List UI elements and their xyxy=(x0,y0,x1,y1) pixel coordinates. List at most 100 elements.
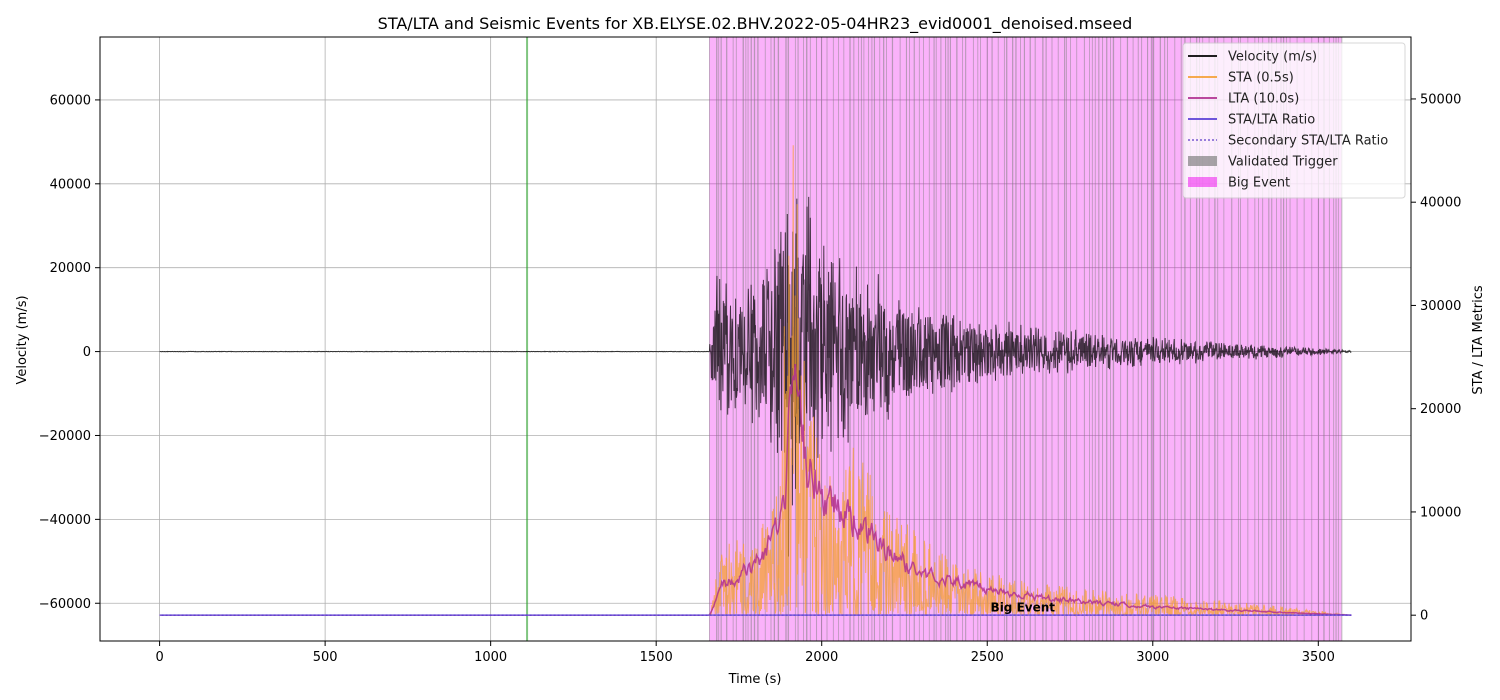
validated-trigger-stripe xyxy=(1042,37,1044,641)
legend-label: STA/LTA Ratio xyxy=(1228,113,1315,128)
validated-trigger-stripe xyxy=(1015,37,1017,641)
validated-trigger-stripe xyxy=(1106,37,1108,641)
validated-trigger-stripe xyxy=(1337,37,1339,641)
validated-trigger-stripe xyxy=(1167,37,1168,641)
big-event-annotation: Big Event xyxy=(991,601,1056,615)
validated-trigger-stripe xyxy=(991,37,993,641)
validated-trigger-stripe xyxy=(1003,37,1005,641)
validated-trigger-stripe xyxy=(1333,37,1335,641)
validated-trigger-stripe xyxy=(1091,37,1093,641)
x-tick-label: 500 xyxy=(313,650,338,665)
legend-label: Validated Trigger xyxy=(1228,155,1338,170)
x-tick-label: 1500 xyxy=(640,650,673,665)
validated-trigger-stripe xyxy=(977,37,979,641)
y-tick-label-left: 60000 xyxy=(50,93,91,108)
y-axis-label-left: Velocity (m/s) xyxy=(15,295,30,384)
legend-label: LTA (10.0s) xyxy=(1228,92,1299,107)
validated-trigger-stripe xyxy=(1258,37,1259,641)
y-tick-label-right: 30000 xyxy=(1420,299,1461,314)
validated-trigger-stripe xyxy=(1051,37,1053,641)
validated-trigger-stripe xyxy=(764,37,766,641)
validated-trigger-stripe xyxy=(1296,37,1298,641)
legend-label: Velocity (m/s) xyxy=(1228,50,1317,65)
y-tick-label-right: 20000 xyxy=(1420,402,1461,417)
validated-trigger-stripe xyxy=(1214,37,1216,641)
legend-label: Big Event xyxy=(1228,176,1290,191)
legend-label: STA (0.5s) xyxy=(1228,71,1294,86)
validated-trigger-stripe xyxy=(1208,37,1210,641)
validated-trigger-stripe xyxy=(1217,37,1219,641)
legend-swatch xyxy=(1188,156,1217,166)
validated-trigger-stripe xyxy=(1271,37,1273,641)
validated-trigger-stripe xyxy=(1328,37,1330,641)
validated-trigger-stripe xyxy=(1318,37,1319,641)
validated-trigger-stripe xyxy=(1137,37,1139,641)
validated-trigger-stripe xyxy=(986,37,988,641)
legend-swatch xyxy=(1188,177,1217,187)
validated-trigger-stripe xyxy=(1286,37,1287,641)
validated-trigger-stripe xyxy=(933,37,935,641)
validated-trigger-stripe xyxy=(923,37,924,641)
validated-trigger-stripe xyxy=(716,37,718,641)
y-tick-label-right: 40000 xyxy=(1420,196,1461,211)
chart-title: STA/LTA and Seismic Events for XB.ELYSE.… xyxy=(378,14,1133,34)
validated-trigger-stripe xyxy=(913,37,915,641)
x-tick-label: 3000 xyxy=(1136,650,1169,665)
validated-trigger-stripe xyxy=(1132,37,1134,641)
validated-trigger-stripe xyxy=(1341,37,1343,641)
validated-trigger-stripe xyxy=(1184,37,1186,641)
y-tick-label-left: 0 xyxy=(83,345,91,360)
x-tick-label: 2000 xyxy=(805,650,838,665)
validated-trigger-stripe xyxy=(1098,37,1100,641)
legend-label: Secondary STA/LTA Ratio xyxy=(1228,134,1388,149)
validated-trigger-stripe xyxy=(1070,37,1071,641)
validated-trigger-stripe xyxy=(1110,37,1111,641)
validated-trigger-stripe xyxy=(1276,37,1277,641)
plot-area: Big Event xyxy=(159,37,1352,641)
validated-trigger-stripe xyxy=(1254,37,1256,641)
validated-trigger-stripe xyxy=(1112,37,1115,641)
validated-trigger-stripe xyxy=(742,37,744,641)
x-tick-label: 1000 xyxy=(474,650,507,665)
x-tick-label: 3500 xyxy=(1302,650,1335,665)
validated-trigger-stripe xyxy=(1311,37,1313,641)
validated-trigger-stripe xyxy=(757,37,759,641)
validated-trigger-stripe xyxy=(1076,37,1078,641)
y-tick-label-left: −20000 xyxy=(39,429,91,444)
validated-trigger-stripe xyxy=(1262,37,1264,641)
y-tick-label-left: 40000 xyxy=(50,177,91,192)
y-tick-label-left: −60000 xyxy=(39,597,91,612)
validated-trigger-stripe xyxy=(1289,37,1291,641)
validated-trigger-stripe xyxy=(1247,37,1249,641)
validated-trigger-stripe xyxy=(1283,37,1285,641)
y-axis-label-right: STA / LTA Metrics xyxy=(1471,285,1486,395)
y-tick-label-right: 10000 xyxy=(1420,505,1461,520)
y-tick-label-right: 0 xyxy=(1420,609,1428,624)
validated-trigger-stripe xyxy=(1057,37,1059,641)
y-tick-label-right: 50000 xyxy=(1420,92,1461,107)
x-axis-label: Time (s) xyxy=(728,672,782,687)
validated-trigger-stripe xyxy=(803,37,804,641)
validated-trigger-stripe xyxy=(1150,37,1152,641)
validated-trigger-stripe xyxy=(858,37,859,641)
validated-trigger-stripe xyxy=(1303,37,1305,641)
validated-trigger-stripe xyxy=(1240,37,1241,641)
validated-trigger-stripe xyxy=(753,37,756,641)
velocity-series-line xyxy=(159,196,1352,557)
validated-trigger-stripe xyxy=(1323,37,1325,641)
validated-trigger-stripe xyxy=(1141,37,1143,641)
x-tick-label: 0 xyxy=(155,650,163,665)
validated-trigger-stripe xyxy=(745,37,747,641)
validated-trigger-stripe xyxy=(1159,37,1161,641)
validated-trigger-stripe xyxy=(1231,37,1233,641)
validated-trigger-stripe xyxy=(1196,37,1198,641)
validated-trigger-stripe xyxy=(1238,37,1239,641)
validated-trigger-stripe xyxy=(843,37,845,641)
validated-trigger-stripe xyxy=(1120,37,1122,641)
validated-trigger-stripe xyxy=(1202,37,1204,641)
plot-frame xyxy=(99,36,1412,642)
validated-trigger-stripe xyxy=(1199,37,1201,641)
validated-trigger-stripe xyxy=(1064,37,1066,641)
validated-trigger-stripe xyxy=(1223,37,1225,641)
